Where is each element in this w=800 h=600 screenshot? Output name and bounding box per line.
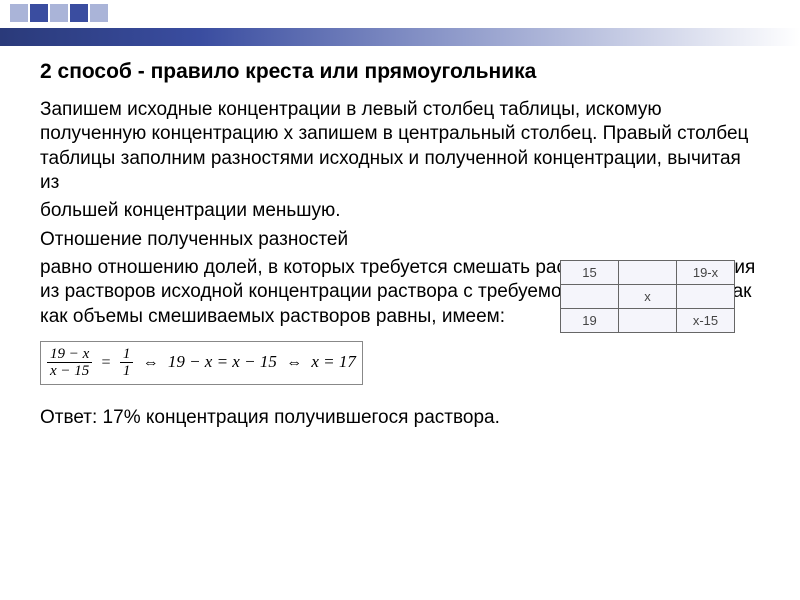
- decor-squares: [10, 4, 108, 22]
- table-row: 19 х-15: [561, 309, 735, 333]
- formula-frac1-den: x − 15: [47, 363, 92, 380]
- cross-rule-table: 15 19-х х 19 х-15: [560, 260, 735, 333]
- paragraph-intro: Запишем исходные концентрации в левый ст…: [40, 98, 760, 195]
- table-row: 15 19-х: [561, 261, 735, 285]
- formula-result: x = 17: [311, 352, 356, 371]
- table-cell: [677, 285, 735, 309]
- formula-frac2-num: 1: [120, 346, 134, 364]
- answer-text: Ответ: 17% концентрация получившегося ра…: [40, 407, 760, 429]
- header-decor: [0, 0, 800, 46]
- decor-square: [50, 4, 68, 22]
- slide-title: 2 способ - правило креста или прямоуголь…: [40, 60, 760, 84]
- formula-middle: 19 − x = x − 15: [168, 352, 277, 371]
- decor-square: [70, 4, 88, 22]
- paragraph-line3: Отношение полученных разностей: [40, 228, 480, 252]
- table-cell: [561, 285, 619, 309]
- decor-square: [30, 4, 48, 22]
- formula-fraction-2: 1 1: [120, 346, 134, 380]
- table-cell: 19: [561, 309, 619, 333]
- formula-eq: =: [97, 354, 116, 372]
- table-cell: 19-х: [677, 261, 735, 285]
- formula-iff-2: ⇔: [281, 354, 307, 372]
- formula-frac2-den: 1: [120, 363, 134, 380]
- formula-iff-1: ⇔: [138, 354, 164, 372]
- table-cell: 15: [561, 261, 619, 285]
- table-cell: х: [619, 285, 677, 309]
- decor-gradient-bar: [0, 28, 800, 46]
- table-row: х: [561, 285, 735, 309]
- formula-fraction-1: 19 − x x − 15: [47, 346, 92, 380]
- decor-square: [10, 4, 28, 22]
- decor-square: [90, 4, 108, 22]
- formula-frac1-num: 19 − x: [47, 346, 92, 364]
- slide-content: 2 способ - правило креста или прямоуголь…: [40, 60, 760, 429]
- table-cell: [619, 309, 677, 333]
- paragraph-line2: большей концентрации меньшую.: [40, 199, 480, 223]
- formula-box: 19 − x x − 15 = 1 1 ⇔ 19 − x = x − 15 ⇔ …: [40, 341, 363, 385]
- table-cell: [619, 261, 677, 285]
- table-cell: х-15: [677, 309, 735, 333]
